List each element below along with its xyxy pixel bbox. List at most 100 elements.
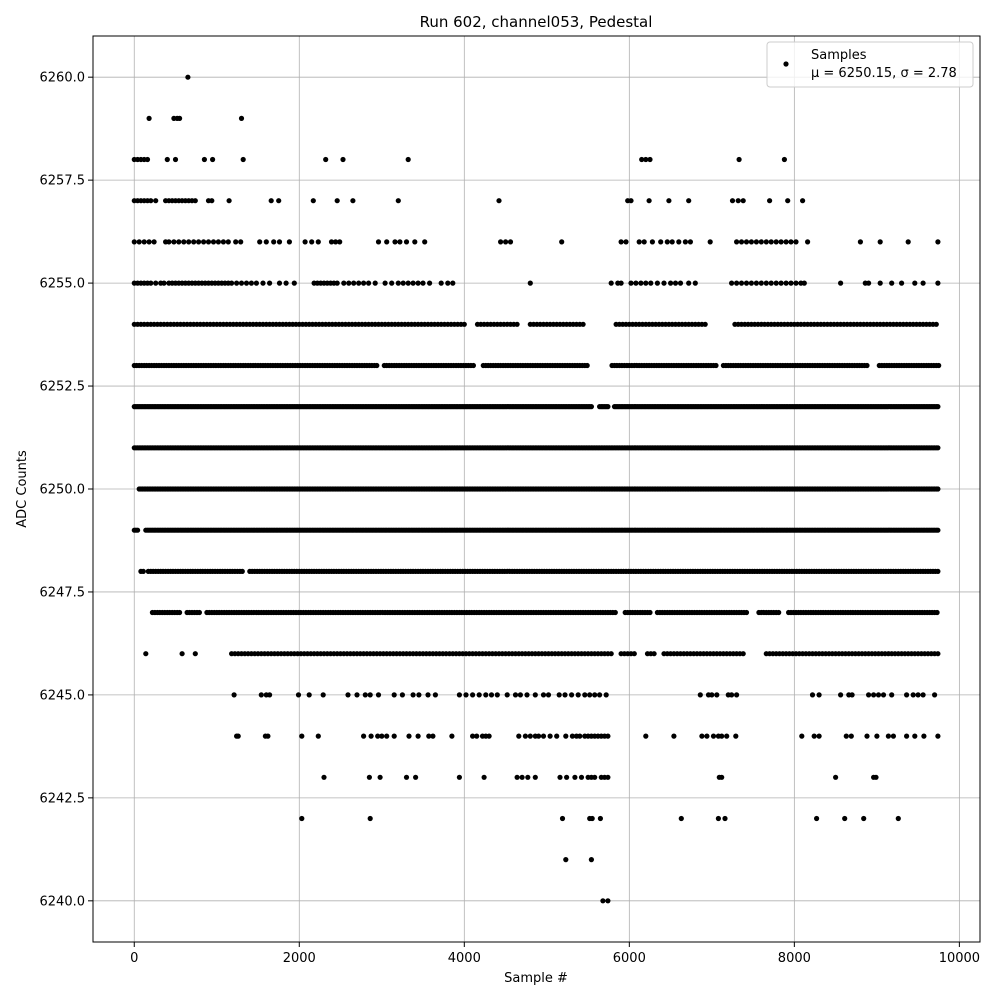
data-point: [384, 733, 390, 739]
data-point: [486, 733, 492, 739]
data-point: [605, 733, 611, 739]
data-point: [403, 774, 410, 780]
data-point: [514, 321, 520, 327]
data-point: [734, 280, 740, 286]
data-point: [687, 239, 694, 245]
data-point: [740, 198, 746, 204]
data-point: [875, 692, 882, 698]
data-point: [935, 280, 941, 286]
data-point: [559, 815, 566, 822]
data-point: [654, 280, 661, 286]
data-point: [722, 815, 728, 822]
data-point: [702, 321, 708, 327]
data-point: [889, 692, 895, 698]
data-point: [346, 280, 352, 286]
data-point: [238, 280, 245, 286]
data-point: [605, 898, 611, 904]
data-point: [889, 280, 895, 286]
data-point: [540, 692, 547, 698]
data-point: [904, 692, 910, 698]
data-point: [470, 733, 476, 739]
data-point: [356, 280, 362, 286]
data-point: [527, 733, 533, 739]
data-point: [758, 280, 764, 286]
y-tick-label: 6247.5: [40, 585, 86, 600]
data-point: [677, 280, 684, 286]
x-tick-label: 6000: [613, 951, 646, 966]
data-point: [935, 568, 941, 575]
data-point: [135, 527, 141, 533]
data-point: [707, 239, 713, 245]
data-point: [164, 156, 170, 163]
data-point: [719, 733, 725, 739]
data-point: [540, 733, 547, 739]
data-point: [345, 692, 351, 698]
data-point: [743, 609, 750, 616]
data-point: [682, 239, 689, 245]
data-point: [578, 774, 585, 780]
data-point: [267, 280, 273, 286]
data-point: [258, 692, 264, 698]
data-point: [778, 239, 784, 245]
data-point: [410, 692, 416, 698]
data-point: [525, 774, 531, 780]
data-point: [767, 198, 773, 204]
data-point: [392, 239, 398, 245]
data-point: [871, 692, 877, 698]
data-point: [562, 692, 568, 698]
data-point: [643, 280, 649, 286]
data-point: [588, 404, 595, 410]
data-point: [647, 156, 653, 163]
data-point: [375, 733, 381, 739]
data-point: [151, 239, 157, 245]
data-point: [880, 692, 887, 698]
legend-series-label: Samples: [811, 48, 867, 63]
data-point: [842, 815, 848, 822]
data-point: [201, 156, 207, 163]
data-point: [181, 239, 187, 245]
data-point: [628, 198, 634, 204]
data-point: [686, 198, 692, 204]
legend-box: [766, 41, 974, 88]
data-point: [238, 115, 245, 121]
data-point: [935, 733, 941, 739]
data-point: [592, 692, 598, 698]
data-point: [921, 733, 927, 739]
data-point: [243, 280, 250, 286]
data-point: [362, 692, 368, 698]
data-point: [608, 280, 614, 286]
data-point: [785, 198, 791, 204]
data-point: [286, 239, 292, 245]
data-point: [664, 239, 670, 245]
data-point: [873, 774, 879, 780]
data-point: [545, 692, 552, 698]
data-point: [410, 280, 416, 286]
data-point: [920, 280, 926, 286]
data-point: [375, 692, 382, 698]
data-point: [427, 280, 433, 286]
x-axis-label: Sample #: [504, 971, 568, 986]
data-point: [432, 692, 438, 698]
data-point: [323, 156, 329, 163]
data-point: [361, 733, 367, 739]
x-tick-label: 2000: [283, 951, 316, 966]
data-point: [885, 733, 892, 739]
data-point: [512, 692, 519, 698]
data-point: [248, 280, 254, 286]
data-point: [382, 280, 388, 286]
data-point: [192, 198, 198, 204]
data-point: [672, 280, 679, 286]
data-point: [141, 239, 147, 245]
data-point: [196, 239, 202, 245]
data-point: [405, 280, 411, 286]
data-point: [233, 239, 239, 245]
data-point: [758, 239, 764, 245]
data-point: [748, 239, 755, 245]
data-point: [144, 156, 151, 163]
data-point: [179, 651, 185, 657]
data-point: [715, 815, 722, 822]
data-point: [527, 280, 533, 286]
data-point: [738, 239, 745, 245]
